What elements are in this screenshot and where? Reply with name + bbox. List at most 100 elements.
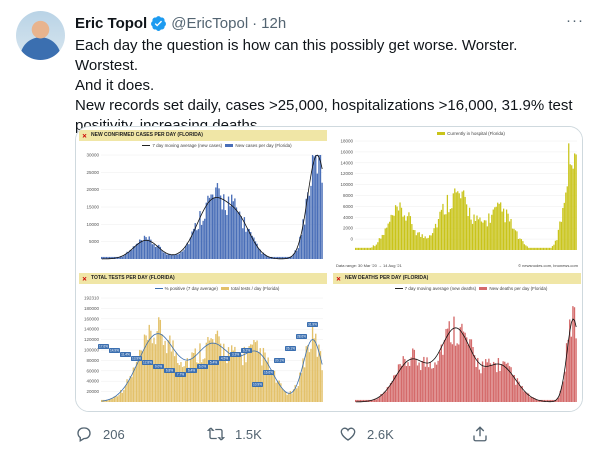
chart-bar: [207, 195, 209, 259]
chart-bar: [369, 247, 372, 250]
chart-bar: [378, 238, 380, 250]
chart-bar: [208, 197, 211, 259]
chart-bar: [134, 367, 136, 402]
chart-bar: [118, 256, 120, 259]
chart-bar: [196, 230, 198, 259]
chart-bar: [381, 394, 384, 402]
retweet-count: 1.5K: [235, 426, 262, 442]
chart-bar: [245, 231, 247, 259]
chart-bar: [518, 381, 520, 402]
chart-bar: [469, 339, 471, 402]
chart-bar: [299, 372, 301, 402]
chart-bar: [466, 204, 468, 250]
chart-bar: [104, 256, 106, 259]
chart-bar: [278, 380, 280, 402]
chart-bar: [423, 356, 425, 402]
chart-bar: [521, 385, 523, 402]
chart-bar: [408, 212, 410, 250]
retweet-icon: [207, 427, 225, 441]
chart-bar: [232, 201, 234, 259]
chart-bar: [561, 385, 563, 402]
chart-bar: [426, 238, 428, 250]
chart-bar: [319, 351, 322, 402]
chart-bar: [515, 384, 517, 402]
chart-bar: [283, 256, 285, 259]
chart-bar: [234, 346, 236, 402]
chart-bar: [466, 337, 468, 402]
chart-bar: [424, 366, 427, 402]
chart-bar: [500, 364, 503, 402]
svg-text:20000: 20000: [86, 187, 99, 192]
chart-bar: [132, 246, 135, 259]
reply-button[interactable]: 206: [75, 425, 207, 443]
author-handle[interactable]: @EricTopol: [171, 14, 249, 32]
chart-bar: [151, 244, 154, 259]
svg-text:180000: 180000: [84, 306, 100, 311]
positivity-label: 20.1%: [274, 358, 285, 363]
avatar[interactable]: [16, 11, 65, 60]
svg-text:140000: 140000: [84, 327, 100, 332]
chart-bar: [107, 256, 109, 259]
chart-bar: [148, 236, 150, 259]
chart-bar: [563, 202, 565, 250]
chart-bar: [429, 362, 431, 402]
author-name[interactable]: Eric Topol: [75, 14, 148, 32]
chart-bar: [299, 236, 301, 259]
chart-bar: [115, 395, 117, 402]
chart-bar: [359, 247, 361, 250]
chart-bar: [468, 207, 471, 250]
tweet-timestamp[interactable]: 12h: [261, 14, 287, 32]
chart-bar: [485, 359, 487, 402]
chart-bar: [417, 232, 419, 250]
chart-area: 30000 25000 20000 15000 10000 5000: [79, 153, 327, 267]
chart-title: ✕ NEW DEATHS PER DAY (FLORIDA): [333, 273, 581, 284]
chart-bar: [479, 217, 481, 250]
chart-bar: [458, 193, 460, 250]
chart-bar: [213, 343, 215, 402]
like-button[interactable]: 2.6K: [339, 425, 471, 443]
chart-bar: [451, 208, 453, 250]
chart-bar: [310, 185, 312, 259]
chart-bar: [474, 221, 477, 250]
retweet-button[interactable]: 1.5K: [207, 425, 339, 443]
chart-bar: [227, 347, 230, 402]
chart-bar: [556, 240, 558, 250]
chart-bar: [265, 362, 268, 402]
tweet-media[interactable]: ✕ NEW CONFIRMED CASES PER DAY (FLORIDA) 7…: [75, 126, 583, 412]
chart-bar: [146, 239, 149, 259]
chart-bar: [291, 256, 293, 259]
more-options-icon[interactable]: ···: [566, 12, 584, 29]
chart-bar: [113, 396, 116, 402]
svg-text:5.4%: 5.4%: [210, 361, 217, 365]
chart-bar: [559, 221, 561, 250]
chart-bar: [254, 342, 257, 402]
svg-text:18000: 18000: [340, 139, 353, 144]
chart-bar: [199, 343, 201, 402]
svg-text:30000: 30000: [86, 153, 99, 158]
chart-bar: [135, 361, 138, 402]
chart-bar: [204, 358, 206, 402]
chart-bar: [134, 245, 136, 259]
chart-bar: [494, 363, 496, 402]
chart-bar: [112, 256, 114, 259]
chart-bar: [455, 192, 457, 250]
chart-bar: [123, 390, 125, 402]
chart-bar: [108, 399, 111, 402]
share-button[interactable]: [471, 425, 499, 443]
chart-bar: [227, 196, 230, 259]
svg-text:3.3%: 3.3%: [232, 353, 239, 357]
chart-bar: [545, 399, 547, 402]
chart-bar: [283, 390, 285, 402]
chart-bar: [178, 365, 181, 402]
chart-bar: [362, 247, 364, 250]
chart-bar: [448, 212, 450, 250]
chart-bar: [311, 155, 314, 259]
chart-bar: [393, 375, 395, 402]
chart-bar: [486, 226, 488, 250]
chart-bar: [302, 358, 304, 402]
positivity-label: 9.0%: [153, 364, 164, 369]
svg-text:13.9%: 13.9%: [132, 357, 141, 361]
chart-bar: [575, 338, 577, 402]
chart-bar: [243, 217, 246, 259]
chart-bar: [459, 327, 462, 402]
